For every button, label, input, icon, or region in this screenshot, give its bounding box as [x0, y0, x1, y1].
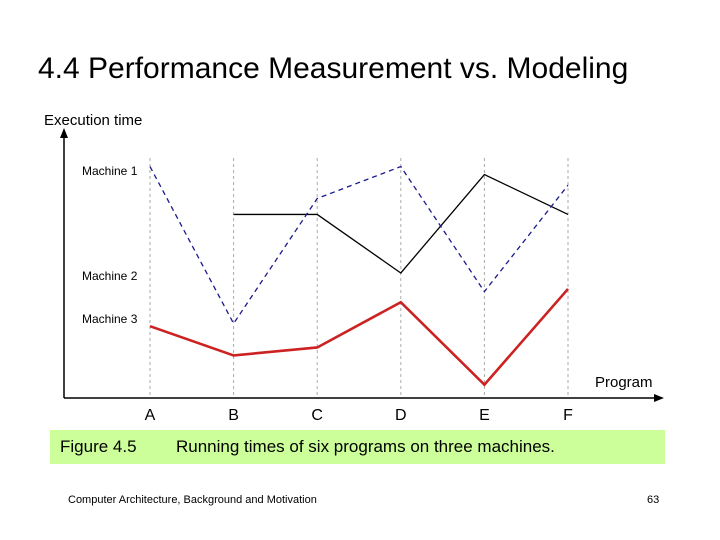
y-axis-label: Execution time [44, 112, 143, 129]
chart-axes [60, 128, 664, 402]
chart-series [149, 165, 569, 387]
x-tick-labels: A B C D E F [145, 407, 573, 424]
x-tick-label-b: B [228, 407, 239, 424]
page-number: 63 [647, 494, 660, 506]
x-axis-label: Program [595, 374, 653, 391]
x-tick-label-f: F [563, 407, 573, 424]
series-label-machine-1: Machine 1 [82, 164, 138, 178]
x-axis-arrow [654, 394, 664, 402]
series-label-machine-2: Machine 2 [82, 269, 138, 283]
figure-number: Figure 4.5 [60, 437, 137, 456]
series-line-machine-3 [149, 288, 569, 387]
x-tick-label-c: C [311, 407, 323, 424]
series-line-machine-2 [149, 165, 569, 325]
x-tick-label-e: E [479, 407, 490, 424]
series-label-machine-3: Machine 3 [82, 312, 138, 326]
x-tick-label-d: D [395, 407, 407, 424]
x-tick-label-a: A [145, 407, 156, 424]
figure-caption-text: Running times of six programs on three m… [176, 437, 555, 456]
slide-title: 4.4 Performance Measurement vs. Modeling [38, 52, 629, 85]
slide-footer: Computer Architecture, Background and Mo… [68, 494, 317, 506]
y-axis-arrow [60, 128, 68, 138]
figure-caption: Figure 4.5 Running times of six programs… [50, 430, 665, 464]
chart-grid [149, 158, 569, 398]
